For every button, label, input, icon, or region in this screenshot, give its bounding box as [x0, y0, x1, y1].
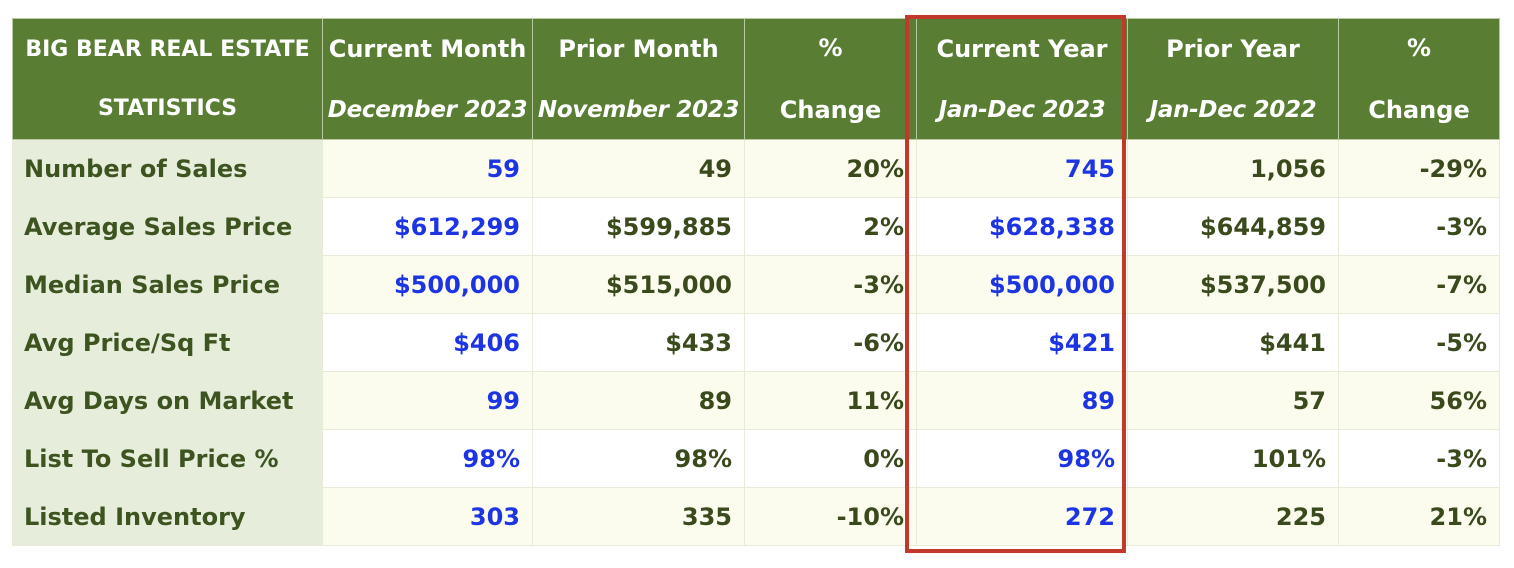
cell-current-month: 303	[322, 487, 533, 546]
cell-year-change: -7%	[1338, 255, 1500, 314]
table-row: List To Sell Price % 98% 98% 0% 98% 101%…	[12, 429, 1500, 488]
cell-current-year: 98%	[916, 429, 1128, 488]
cell-prior-year: $537,500	[1127, 255, 1339, 314]
cell-prior-month: $599,885	[532, 197, 745, 256]
header-row: BIG BEAR REAL ESTATE STATISTICS Current …	[12, 18, 1500, 140]
table-row: Number of Sales 59 49 20% 745 1,056 -29%	[12, 139, 1500, 198]
col-header-title: %	[818, 34, 843, 62]
col-header-title: Prior Month	[558, 35, 719, 63]
col-header-period: Change	[1368, 96, 1470, 124]
cell-current-year: $628,338	[916, 197, 1128, 256]
cell-year-change: -3%	[1338, 429, 1500, 488]
table-title-line2: STATISTICS	[97, 96, 238, 121]
col-header-title: Prior Year	[1166, 35, 1300, 63]
row-label: Median Sales Price	[12, 255, 323, 314]
cell-month-change: 2%	[744, 197, 917, 256]
cell-month-change: 20%	[744, 139, 917, 198]
col-header-title: Current Month	[328, 35, 527, 63]
table-row: Median Sales Price $500,000 $515,000 -3%…	[12, 255, 1500, 314]
cell-prior-month: $433	[532, 313, 745, 372]
real-estate-stats-table: BIG BEAR REAL ESTATE STATISTICS Current …	[12, 18, 1500, 546]
cell-prior-year: 225	[1127, 487, 1339, 546]
cell-current-month: 59	[322, 139, 533, 198]
cell-current-month: $500,000	[322, 255, 533, 314]
table-row: Average Sales Price $612,299 $599,885 2%…	[12, 197, 1500, 256]
col-header-period: December 2023	[327, 97, 528, 123]
table-row: Listed Inventory 303 335 -10% 272 225 21…	[12, 487, 1500, 546]
row-label: List To Sell Price %	[12, 429, 323, 488]
cell-prior-year: 1,056	[1127, 139, 1339, 198]
col-header-period: Jan-Dec 2022	[1149, 97, 1317, 123]
cell-year-change: -29%	[1338, 139, 1500, 198]
cell-prior-month: 49	[532, 139, 745, 198]
col-header-current-year: Current Year Jan-Dec 2023	[916, 18, 1128, 140]
cell-year-change: 56%	[1338, 371, 1500, 430]
col-header-current-month: Current Month December 2023	[322, 18, 533, 140]
cell-month-change: -3%	[744, 255, 917, 314]
cell-year-change: -5%	[1338, 313, 1500, 372]
cell-year-change: -3%	[1338, 197, 1500, 256]
col-header-period: November 2023	[537, 97, 740, 123]
cell-month-change: -10%	[744, 487, 917, 546]
col-header-title: Current Year	[936, 35, 1108, 63]
cell-prior-year: 101%	[1127, 429, 1339, 488]
table-row: Avg Days on Market 99 89 11% 89 57 56%	[12, 371, 1500, 430]
cell-prior-year: 57	[1127, 371, 1339, 430]
cell-current-year: 89	[916, 371, 1128, 430]
col-header-year-change: % Change	[1338, 18, 1500, 140]
cell-month-change: 11%	[744, 371, 917, 430]
cell-prior-month: $515,000	[532, 255, 745, 314]
cell-prior-month: 335	[532, 487, 745, 546]
row-label: Number of Sales	[12, 139, 323, 198]
col-header-prior-month: Prior Month November 2023	[532, 18, 745, 140]
cell-current-year: $500,000	[916, 255, 1128, 314]
col-header-period: Jan-Dec 2023	[938, 97, 1106, 123]
cell-current-year: $421	[916, 313, 1128, 372]
row-label: Avg Price/Sq Ft	[12, 313, 323, 372]
col-header-period: Change	[779, 96, 882, 124]
table-title-line1: BIG BEAR REAL ESTATE	[25, 37, 310, 62]
row-label: Avg Days on Market	[12, 371, 323, 430]
row-label: Listed Inventory	[12, 487, 323, 546]
cell-month-change: -6%	[744, 313, 917, 372]
cell-year-change: 21%	[1338, 487, 1500, 546]
cell-current-year: 272	[916, 487, 1128, 546]
table-row: Avg Price/Sq Ft $406 $433 -6% $421 $441 …	[12, 313, 1500, 372]
col-header-title: %	[1406, 34, 1432, 62]
cell-current-month: 98%	[322, 429, 533, 488]
cell-current-month: $406	[322, 313, 533, 372]
cell-current-month: 99	[322, 371, 533, 430]
cell-prior-month: 98%	[532, 429, 745, 488]
col-header-month-change: % Change	[744, 18, 917, 140]
row-label: Average Sales Price	[12, 197, 323, 256]
cell-prior-year: $441	[1127, 313, 1339, 372]
col-header-prior-year: Prior Year Jan-Dec 2022	[1127, 18, 1339, 140]
table-title-header: BIG BEAR REAL ESTATE STATISTICS	[12, 18, 323, 140]
cell-prior-month: 89	[532, 371, 745, 430]
cell-prior-year: $644,859	[1127, 197, 1339, 256]
cell-current-month: $612,299	[322, 197, 533, 256]
cell-current-year: 745	[916, 139, 1128, 198]
cell-month-change: 0%	[744, 429, 917, 488]
